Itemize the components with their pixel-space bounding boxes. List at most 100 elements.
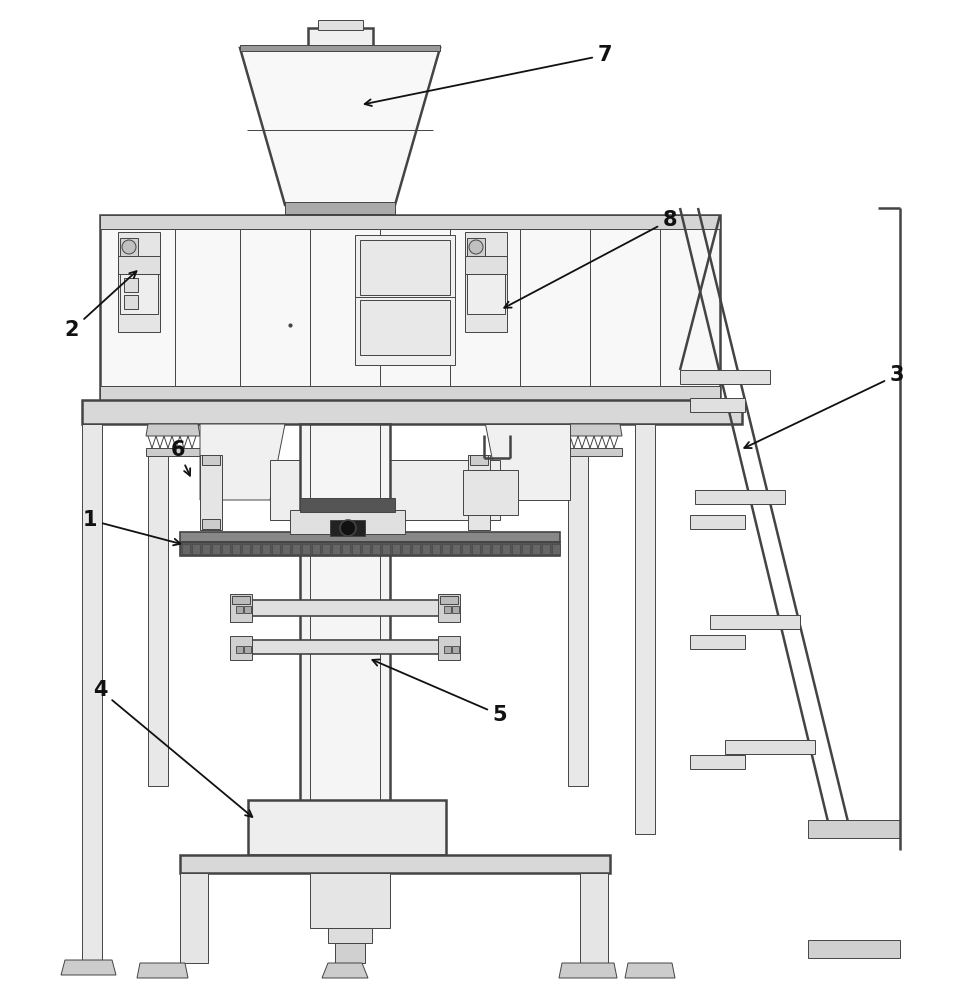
Bar <box>372 544 380 554</box>
Bar <box>230 594 252 622</box>
Text: 1: 1 <box>82 510 180 545</box>
Bar <box>290 510 405 534</box>
Bar <box>330 520 365 536</box>
Bar <box>300 498 395 512</box>
Bar <box>532 544 540 554</box>
Text: 7: 7 <box>364 45 612 106</box>
Bar <box>308 28 373 48</box>
Bar <box>808 820 900 838</box>
Bar <box>180 532 560 542</box>
Circle shape <box>122 240 136 254</box>
Bar <box>690 398 745 412</box>
Bar <box>492 544 500 554</box>
Bar <box>192 544 200 554</box>
Bar <box>310 873 390 928</box>
Bar <box>236 606 243 613</box>
Bar <box>124 278 138 292</box>
Bar <box>252 544 260 554</box>
Bar <box>148 456 168 786</box>
Bar <box>262 544 270 554</box>
Bar <box>245 640 445 654</box>
Bar <box>690 755 745 769</box>
Bar <box>808 940 900 958</box>
Bar <box>232 596 250 604</box>
Bar <box>200 455 222 530</box>
Bar <box>82 424 102 969</box>
Bar <box>542 544 550 554</box>
Bar <box>442 544 450 554</box>
Bar <box>463 470 518 515</box>
Bar <box>245 600 445 616</box>
Bar <box>222 544 230 554</box>
Bar <box>242 544 250 554</box>
Bar <box>470 455 488 465</box>
Bar <box>244 646 251 653</box>
Bar <box>120 274 158 314</box>
Bar <box>232 544 240 554</box>
Circle shape <box>469 240 483 254</box>
Bar <box>690 635 745 649</box>
Polygon shape <box>240 48 440 205</box>
Text: 2: 2 <box>65 271 136 340</box>
Bar <box>360 240 450 295</box>
Bar <box>695 490 785 504</box>
Bar <box>230 636 252 660</box>
Bar <box>452 606 459 613</box>
Bar <box>272 544 280 554</box>
Bar <box>100 215 720 229</box>
Bar <box>82 400 742 424</box>
Bar <box>302 544 310 554</box>
Bar <box>392 544 400 554</box>
Polygon shape <box>137 963 188 978</box>
Text: 5: 5 <box>372 659 507 725</box>
Bar <box>725 740 815 754</box>
Text: 3: 3 <box>744 365 904 448</box>
Bar <box>244 606 251 613</box>
Bar <box>422 544 430 554</box>
Bar <box>118 256 160 274</box>
Bar <box>240 45 440 51</box>
Polygon shape <box>146 424 200 436</box>
Bar <box>465 256 507 274</box>
Bar <box>355 235 455 365</box>
Polygon shape <box>200 424 285 500</box>
Bar <box>180 542 560 556</box>
Bar <box>467 238 485 256</box>
Bar <box>568 456 588 786</box>
Polygon shape <box>61 960 116 975</box>
Bar <box>300 424 390 814</box>
Bar <box>182 544 190 554</box>
Bar <box>202 544 210 554</box>
Bar <box>382 544 390 554</box>
Bar <box>502 544 510 554</box>
Bar <box>452 646 459 653</box>
Bar <box>432 544 440 554</box>
Bar <box>512 544 520 554</box>
Text: 4: 4 <box>93 680 252 817</box>
Circle shape <box>340 520 356 536</box>
Polygon shape <box>485 424 570 500</box>
Bar <box>444 646 451 653</box>
Bar <box>362 544 370 554</box>
Bar <box>352 544 360 554</box>
Bar <box>552 544 560 554</box>
Bar <box>690 515 745 529</box>
Bar <box>468 455 490 530</box>
Bar <box>710 615 800 629</box>
Bar <box>322 544 330 554</box>
Bar <box>318 20 363 30</box>
Bar <box>680 370 770 384</box>
Bar <box>482 544 490 554</box>
Bar <box>212 544 220 554</box>
Bar <box>118 232 160 332</box>
Polygon shape <box>322 963 368 978</box>
Text: 6: 6 <box>171 440 190 476</box>
Bar <box>440 596 458 604</box>
Bar <box>332 544 340 554</box>
Bar <box>180 855 610 873</box>
Bar <box>120 238 138 256</box>
Bar <box>146 448 200 456</box>
Bar <box>312 544 320 554</box>
Bar <box>248 800 446 855</box>
Bar <box>124 295 138 309</box>
